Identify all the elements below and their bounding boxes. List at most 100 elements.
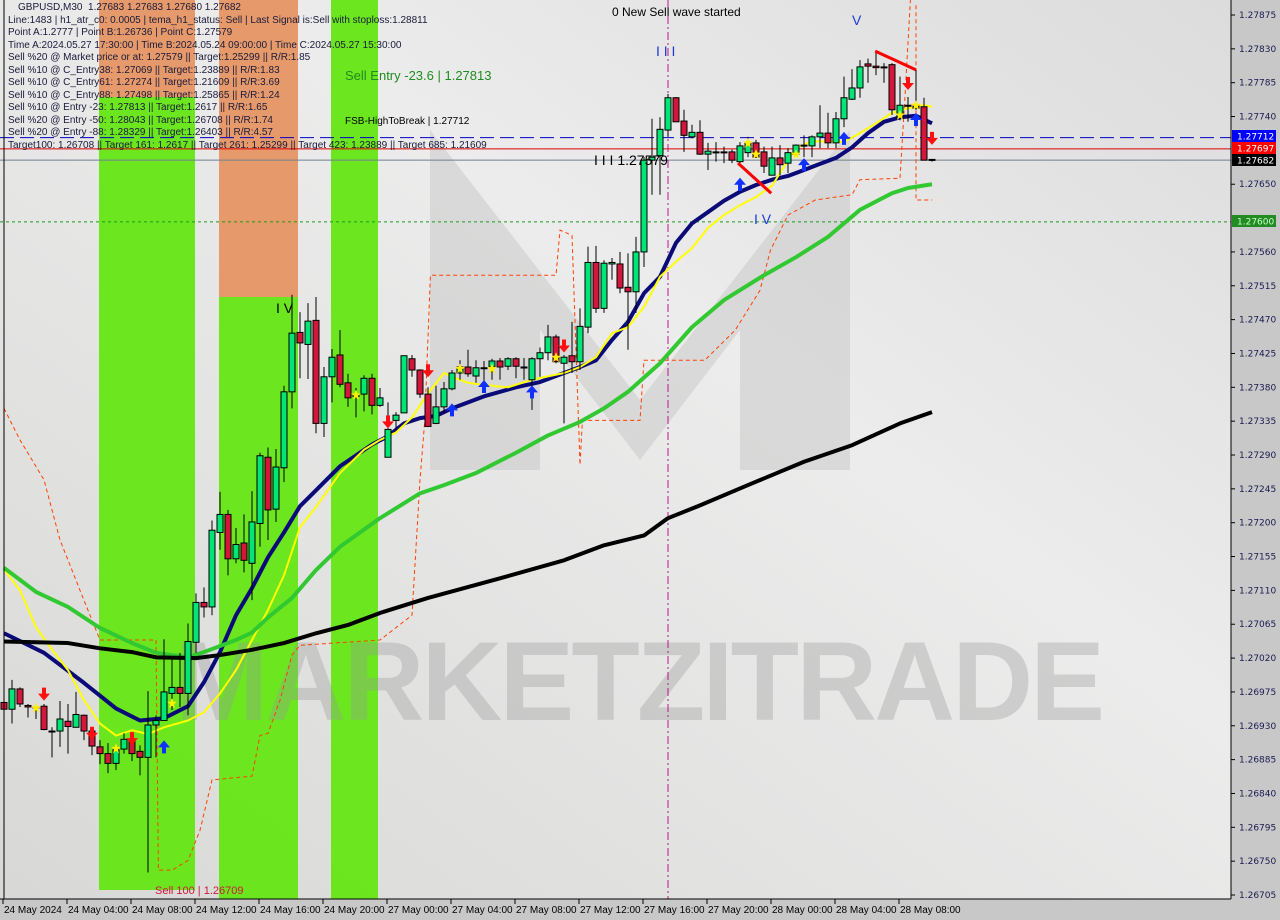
ohlc-values: 1.27683 1.27683 1.27680 1.27682 xyxy=(88,2,241,13)
candle xyxy=(176,652,184,707)
price-tick-label: 1.27830 xyxy=(1239,45,1276,55)
candle xyxy=(208,520,216,616)
price-tick-label: 1.26885 xyxy=(1239,756,1276,766)
info-line: Line:1483 | h1_atr_c0: 0.0005 | tema_h1_… xyxy=(8,14,428,26)
candle xyxy=(880,63,888,83)
candle xyxy=(24,703,32,718)
candle xyxy=(888,63,896,116)
zone-band xyxy=(331,0,378,899)
signal-arrows xyxy=(31,76,938,754)
buy-arrow-icon xyxy=(478,380,490,394)
time-tick-label: 28 May 04:00 xyxy=(836,905,897,916)
zone-band xyxy=(99,97,195,890)
candle-body xyxy=(232,544,240,560)
sell-arrow-icon xyxy=(422,364,434,378)
candle xyxy=(368,373,376,415)
candle xyxy=(376,388,384,407)
time-tick-label: 24 May 16:00 xyxy=(260,905,321,916)
candle-body xyxy=(592,261,600,309)
candle xyxy=(512,357,520,379)
star-icon xyxy=(751,149,761,160)
candle-body xyxy=(520,366,528,369)
candle-body xyxy=(544,336,552,354)
candle-body xyxy=(656,128,664,157)
buy-arrow-icon xyxy=(526,385,538,399)
time-axis[interactable] xyxy=(0,899,1280,920)
candle-body xyxy=(192,601,200,643)
candle xyxy=(440,382,448,413)
time-tick-label: 27 May 16:00 xyxy=(644,905,705,916)
candle-body xyxy=(216,513,224,533)
candle-body xyxy=(144,724,152,758)
price-tick-label: 1.26750 xyxy=(1239,857,1276,867)
candle-body xyxy=(152,720,160,726)
candle xyxy=(336,330,344,388)
candle-body xyxy=(104,753,112,764)
candle-body xyxy=(208,529,216,608)
buy-arrow-icon xyxy=(910,113,922,127)
price-tick-label: 1.26975 xyxy=(1239,688,1276,698)
moving-average-line xyxy=(3,410,933,661)
candle-body xyxy=(640,159,648,253)
candle xyxy=(528,357,536,410)
price-tag xyxy=(1232,130,1276,142)
wave-v-label: V xyxy=(852,12,862,28)
candle-body xyxy=(672,97,680,123)
candle-body xyxy=(376,397,384,406)
buy-arrow-icon xyxy=(446,403,458,417)
candle xyxy=(8,679,16,724)
candle xyxy=(472,360,480,383)
candle-body xyxy=(608,261,616,265)
sell-arrow-icon xyxy=(86,726,98,740)
moving-average-line xyxy=(2,182,933,660)
candle-body xyxy=(328,356,336,378)
candle xyxy=(288,294,296,409)
info-line: Sell %10 @ C_Entry61: 1.27274 || Target:… xyxy=(8,77,280,88)
price-tick-label: 1.27245 xyxy=(1239,485,1276,495)
candle xyxy=(360,375,368,412)
candle xyxy=(48,727,56,758)
star-icon xyxy=(31,702,41,713)
candle xyxy=(720,146,728,164)
price-tick-label: 1.26795 xyxy=(1239,823,1276,833)
candle xyxy=(432,385,440,425)
candle xyxy=(184,623,192,716)
indicator-info-panel: GBPUSD,M30 1.27683 1.27683 1.27680 1.276… xyxy=(8,2,487,152)
price-tag-label: 1.27697 xyxy=(1237,145,1274,155)
candle-body xyxy=(808,136,816,147)
price-tick-label: 1.26705 xyxy=(1239,891,1276,901)
info-line: Sell %20 @ Entry -88: 1.28329 || Target:… xyxy=(8,127,273,138)
candle-body xyxy=(552,336,560,363)
info-line: Sell %20 @ Market price or at: 1.27579 |… xyxy=(8,52,311,63)
sell-arrow-icon xyxy=(926,131,938,145)
candle-body xyxy=(64,720,72,728)
info-line: Sell %10 @ C_Entry38: 1.27069 || Target:… xyxy=(8,64,280,76)
candle-body xyxy=(856,66,864,89)
candle xyxy=(920,97,928,161)
candle-body xyxy=(768,157,776,176)
candle xyxy=(536,347,544,377)
zone-bands xyxy=(99,0,378,899)
candle-body xyxy=(568,355,576,363)
candle xyxy=(96,740,104,765)
candle-body xyxy=(400,355,408,414)
star-icon xyxy=(111,743,121,754)
price-tag xyxy=(1232,215,1276,227)
candle xyxy=(248,491,256,601)
candle-body xyxy=(880,66,888,69)
candle xyxy=(560,354,568,424)
buy-arrow-icon xyxy=(158,740,170,754)
candle-body xyxy=(296,331,304,344)
candle xyxy=(856,60,864,98)
star-icon xyxy=(455,363,465,374)
candle-body xyxy=(280,391,288,469)
candle xyxy=(784,148,792,173)
candle xyxy=(104,743,112,774)
candle xyxy=(56,700,64,747)
time-tick-label: 24 May 20:00 xyxy=(324,905,385,916)
zone-band xyxy=(99,0,195,97)
star-icon xyxy=(911,100,921,111)
point-c-label: I I I 1.27579 xyxy=(594,152,668,168)
candle-body xyxy=(40,705,48,731)
